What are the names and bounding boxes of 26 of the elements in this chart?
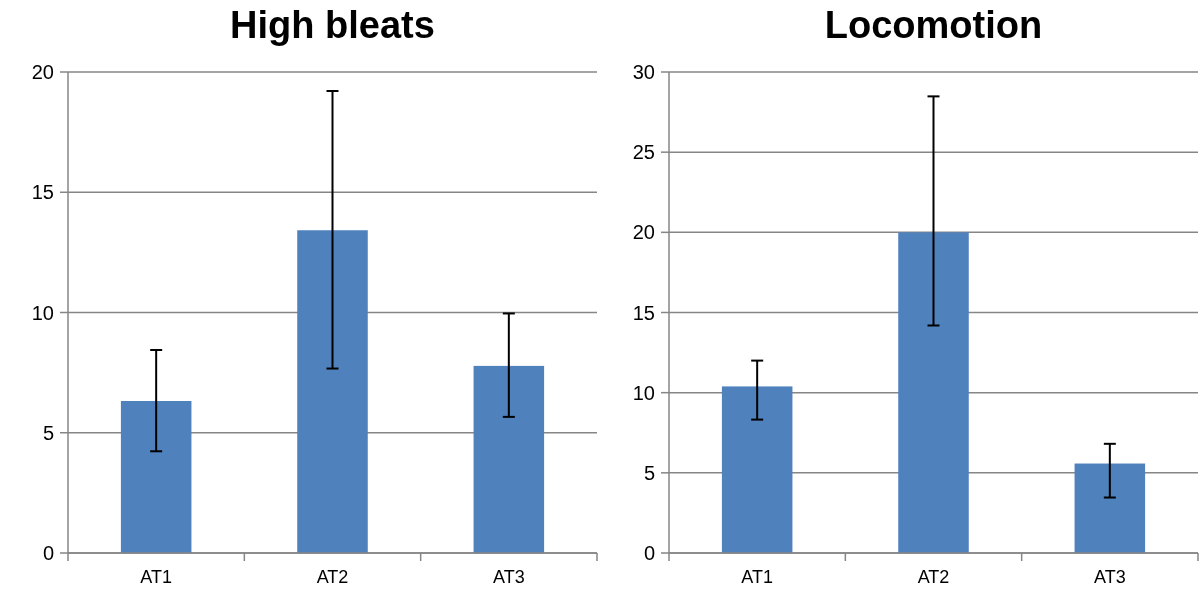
bar xyxy=(297,230,368,553)
bar xyxy=(120,401,192,553)
y-tick-label: 20 xyxy=(632,221,655,244)
x-tick-label: AT2 xyxy=(917,567,950,587)
y-tick-label: 5 xyxy=(42,421,54,444)
chart-title: High bleats xyxy=(230,4,435,46)
y-tick-label: 20 xyxy=(31,61,54,83)
y-tick-label: 0 xyxy=(42,542,54,564)
y-tick-label: 10 xyxy=(31,301,54,324)
y-tick-label: 15 xyxy=(632,301,655,324)
y-tick-label: 5 xyxy=(643,461,655,484)
y-tick-label: 30 xyxy=(632,61,655,83)
bar xyxy=(721,386,793,553)
y-tick-label: 10 xyxy=(632,381,655,404)
x-tick-label: AT3 xyxy=(1093,567,1126,587)
chart-title: Locomotion xyxy=(824,4,1043,46)
x-tick-label: AT2 xyxy=(316,567,349,587)
y-tick-label: 0 xyxy=(643,542,655,564)
y-tick-label: 15 xyxy=(31,181,54,204)
bar xyxy=(898,232,969,553)
bar xyxy=(473,365,545,553)
x-tick-label: AT1 xyxy=(741,567,774,587)
x-tick-label: AT1 xyxy=(140,567,173,587)
x-tick-label: AT3 xyxy=(492,567,525,587)
y-tick-label: 25 xyxy=(632,141,655,164)
bar xyxy=(1074,463,1146,553)
